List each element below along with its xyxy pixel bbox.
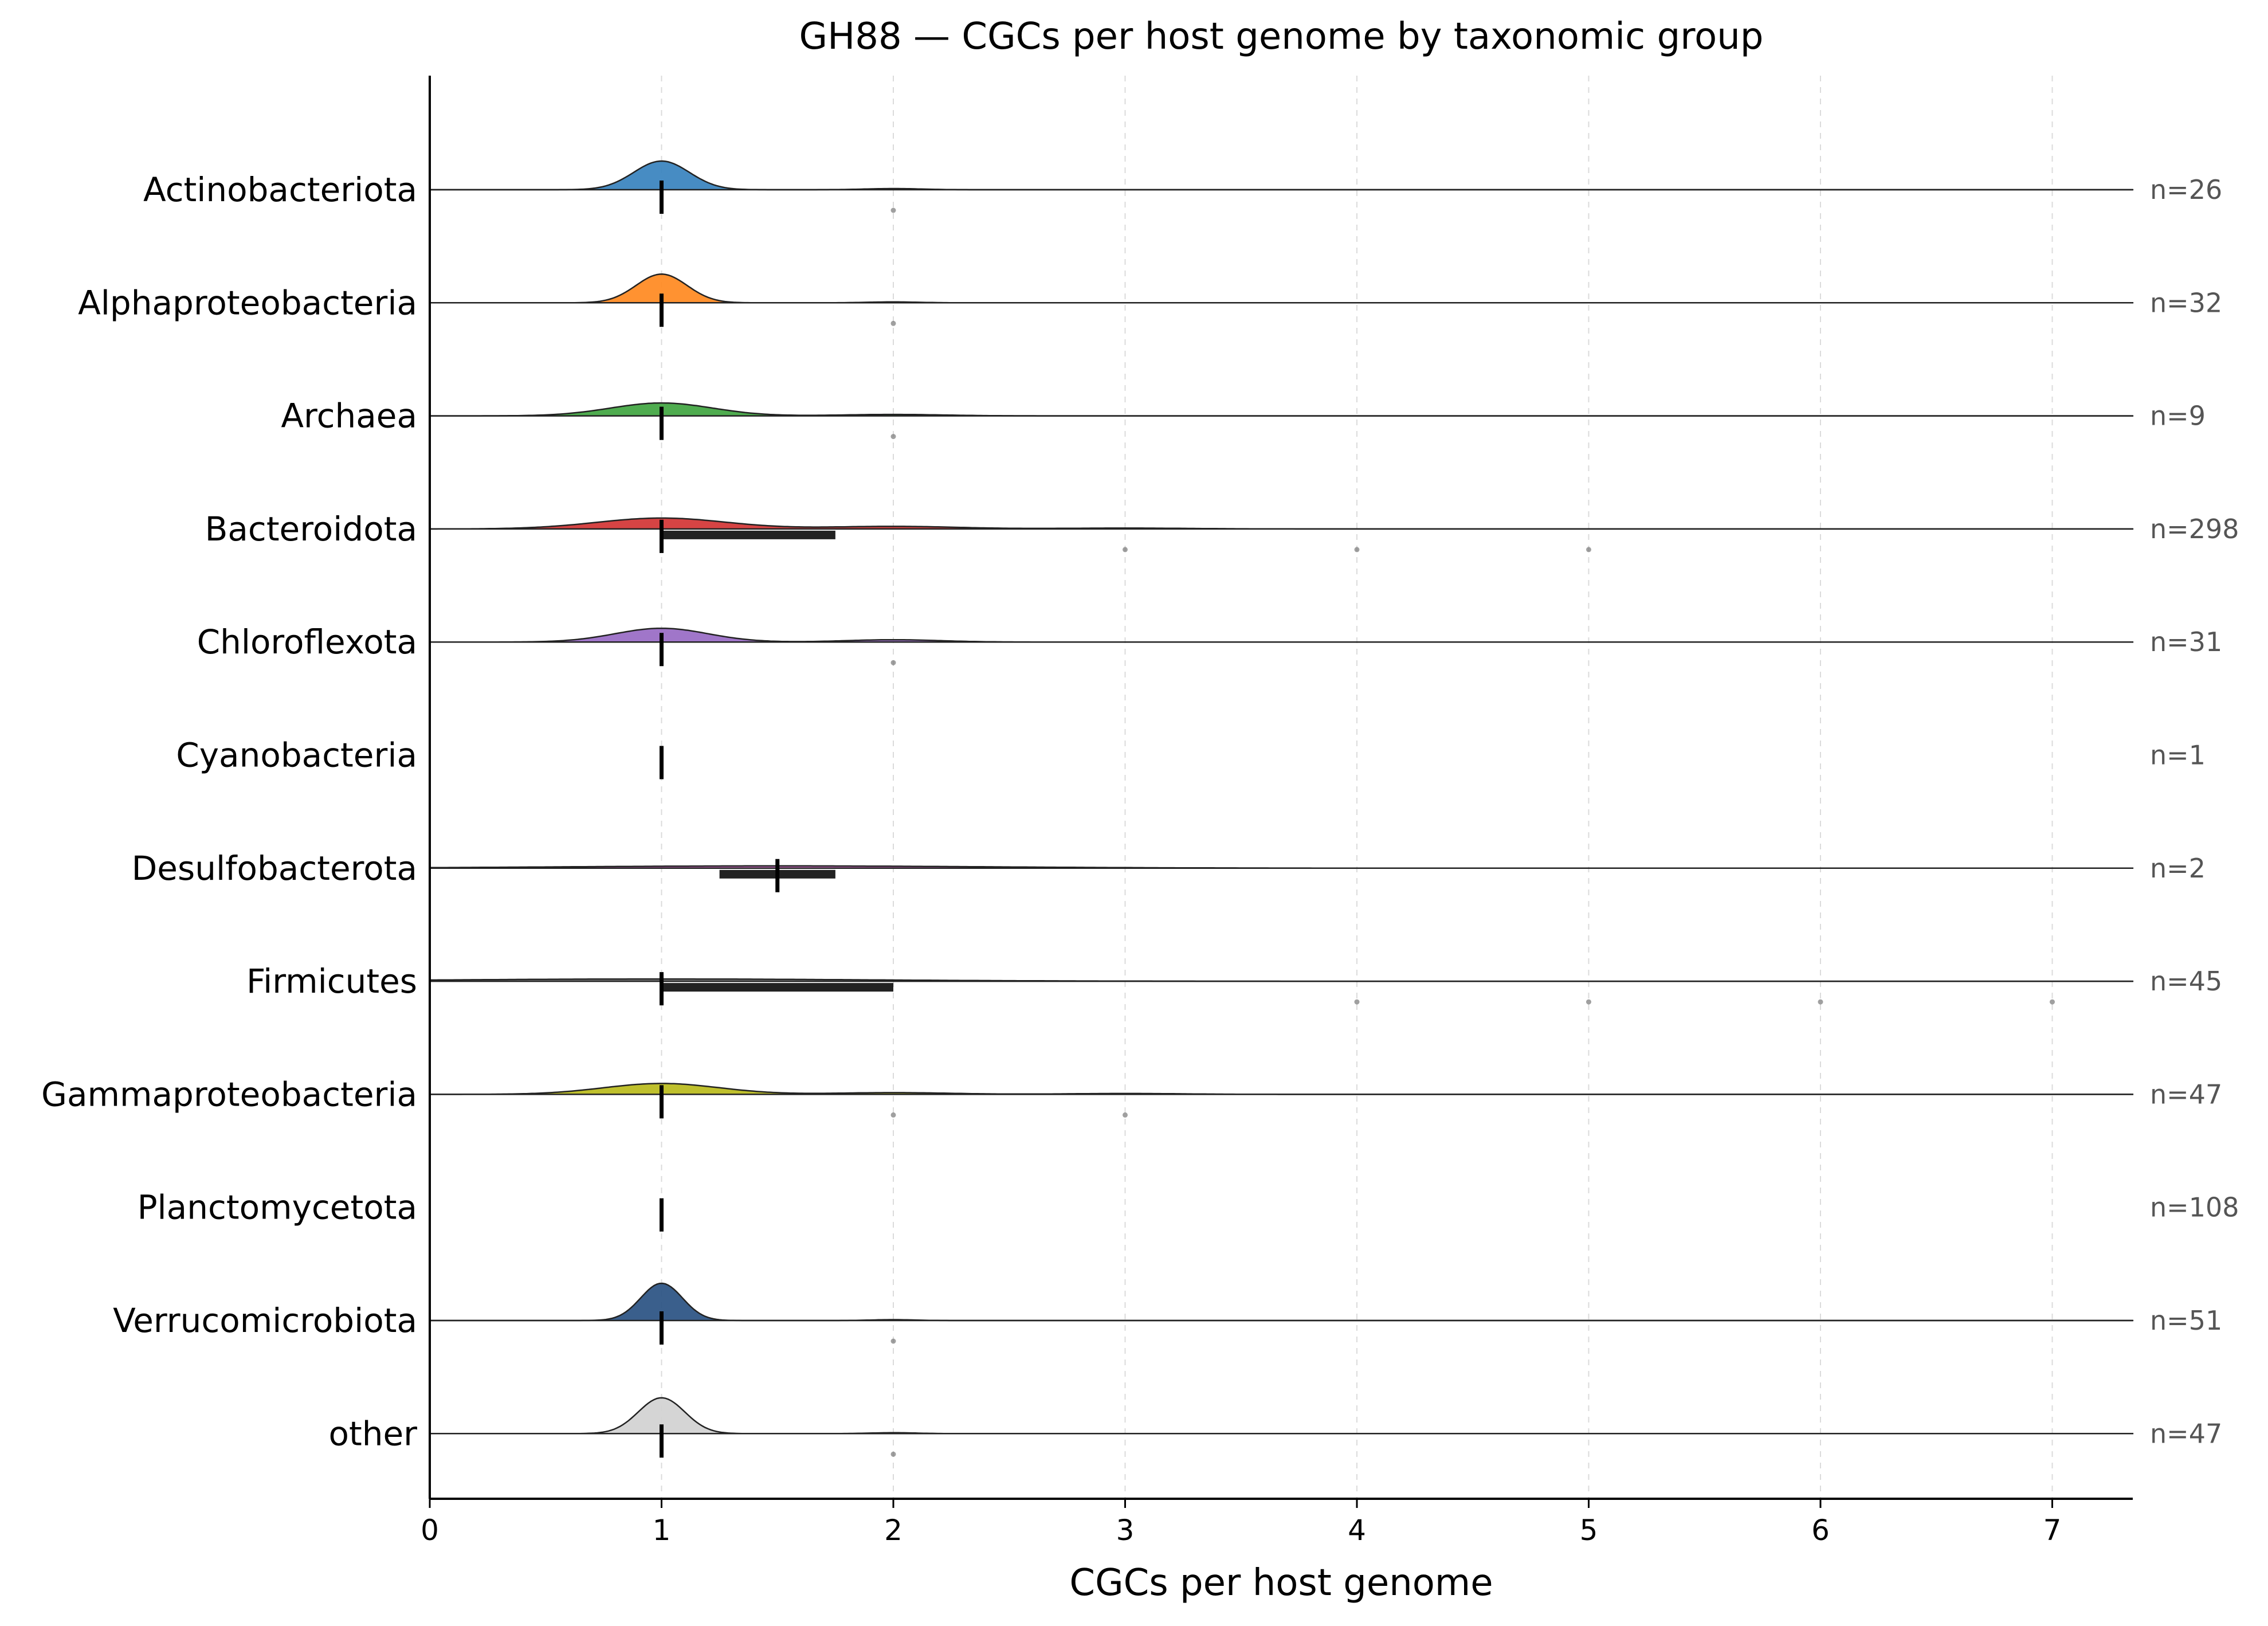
x-tick-label: 1 [653, 1514, 671, 1547]
outlier-point [1123, 547, 1128, 553]
outlier-point [890, 320, 896, 326]
ridge-cyanobacteria: Cyanobacteria n=1 [176, 736, 2206, 779]
axes [429, 76, 2133, 1500]
x-tick-label: 3 [1116, 1514, 1135, 1547]
ridge-gammaproteobacteria: Gammaproteobacteria n=47 [41, 1075, 2222, 1119]
x-tick-label: 7 [2043, 1514, 2062, 1547]
category-label: Firmicutes [246, 962, 417, 1001]
outlier-point [890, 1112, 896, 1118]
x-tick-label: 0 [421, 1514, 439, 1547]
outlier-point [1586, 999, 1591, 1005]
n-count-label: n=47 [2150, 1418, 2222, 1449]
n-count-label: n=108 [2150, 1192, 2239, 1223]
n-count-label: n=1 [2150, 740, 2206, 771]
ridge-verrucomicrobiota: Verrucomicrobiota n=51 [113, 1282, 2222, 1345]
outlier-point [1123, 1112, 1128, 1118]
outlier-point [890, 207, 896, 213]
ridge-firmicutes: Firmicutes n=45 [246, 962, 2222, 1006]
density-fill [430, 403, 2134, 416]
n-count-label: n=51 [2150, 1305, 2222, 1336]
category-label: Verrucomicrobiota [113, 1301, 417, 1340]
grid-lines [661, 76, 2053, 1499]
density-fill [430, 518, 2134, 529]
n-count-label: n=2 [2150, 853, 2206, 884]
category-label: Gammaproteobacteria [41, 1075, 417, 1114]
outlier-point [890, 434, 896, 440]
category-label: Actinobacteriota [143, 170, 417, 209]
ridge-actinobacteriota: Actinobacteriota n=26 [143, 160, 2222, 214]
category-label: Planctomycetota [138, 1188, 417, 1227]
outlier-point [890, 1451, 896, 1457]
ridge-archaea: Archaea n=9 [281, 397, 2206, 440]
x-tick-label: 4 [1348, 1514, 1366, 1547]
category-label: other [328, 1414, 417, 1453]
category-label: Bacteroidota [205, 510, 417, 548]
chart-title: GH88 — CGCs per host genome by taxonomic… [799, 15, 1764, 58]
n-count-label: n=26 [2150, 174, 2222, 205]
density-fill [430, 1083, 2134, 1095]
iqr-bar [661, 530, 835, 539]
density-fill [430, 628, 2134, 642]
outlier-point [890, 660, 896, 665]
n-count-label: n=32 [2150, 287, 2222, 318]
x-axis-label: CGCs per host genome [1069, 1562, 1493, 1604]
n-count-label: n=298 [2150, 514, 2239, 544]
n-count-label: n=45 [2150, 966, 2222, 997]
category-label: Chloroflexota [197, 622, 417, 661]
n-count-label: n=47 [2150, 1079, 2222, 1110]
x-tick-label: 2 [884, 1514, 903, 1547]
category-label: Archaea [281, 397, 417, 436]
n-count-label: n=31 [2150, 626, 2222, 657]
category-label: Desulfobacterota [132, 849, 417, 888]
x-tick-label: 5 [1580, 1514, 1598, 1547]
n-count-label: n=9 [2150, 401, 2206, 432]
ridge-other: other n=47 [328, 1397, 2222, 1458]
x-ticks: 0 1 2 3 4 5 6 7 [421, 1499, 2061, 1547]
iqr-bar [661, 983, 893, 992]
ridges: Actinobacteriota n=26 Alphaproteobacteria n… [41, 160, 2239, 1458]
ridge-alphaproteobacteria: Alphaproteobacteria n=32 [78, 273, 2222, 327]
x-tick-label: 6 [1811, 1514, 1830, 1547]
outlier-point [1354, 547, 1360, 553]
ridge-desulfobacterota: Desulfobacterota n=2 [132, 849, 2206, 892]
category-label: Alphaproteobacteria [78, 283, 417, 322]
outlier-point [2050, 999, 2055, 1005]
ridge-chloroflexota: Chloroflexota n=31 [197, 622, 2222, 667]
outlier-point [1586, 547, 1591, 553]
outlier-point [1818, 999, 1823, 1005]
ridge-planctomycetota: Planctomycetota n=108 [138, 1188, 2239, 1232]
category-label: Cyanobacteria [176, 736, 417, 775]
outlier-point [1354, 999, 1360, 1005]
outlier-point [890, 1338, 896, 1344]
ridge-bacteroidota: Bacteroidota n=298 [205, 510, 2239, 553]
